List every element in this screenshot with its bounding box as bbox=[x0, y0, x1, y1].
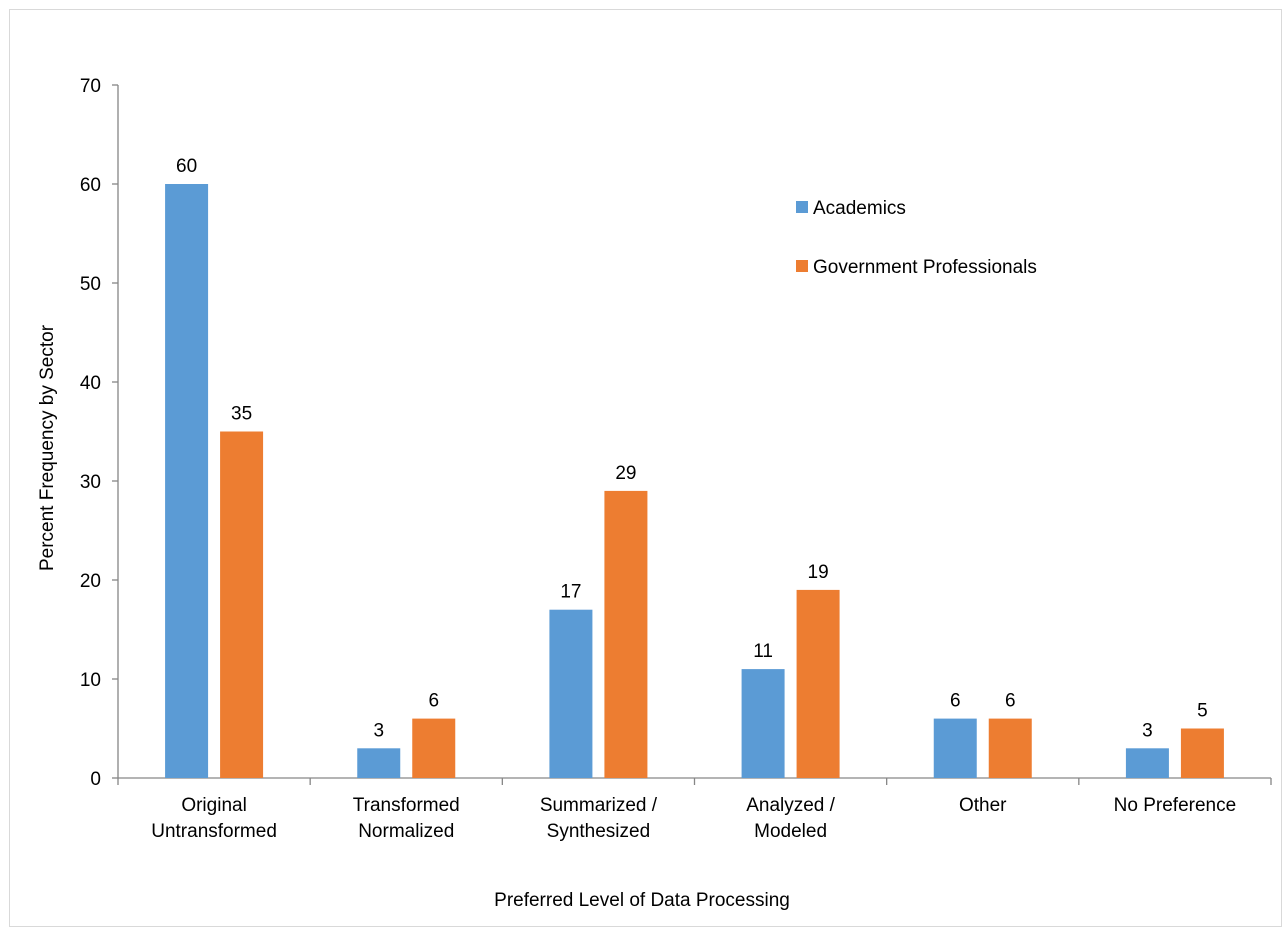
x-category-label-line: Analyzed / bbox=[746, 795, 835, 816]
data-label: 17 bbox=[560, 582, 581, 603]
data-label: 3 bbox=[373, 720, 384, 741]
y-tick-label: 40 bbox=[80, 373, 101, 394]
x-category-label-line: Synthesized bbox=[547, 821, 651, 842]
legend: Academics Government Professionals bbox=[796, 198, 1037, 278]
data-label: 6 bbox=[1005, 691, 1016, 712]
y-tick-label: 70 bbox=[80, 76, 101, 97]
bar bbox=[549, 609, 593, 778]
legend-swatch bbox=[796, 260, 808, 272]
x-axis: Original Untransformed Transformed Normaliz… bbox=[117, 777, 1272, 842]
x-category-label-line: Summarized / bbox=[540, 795, 658, 816]
y-tick-label: 0 bbox=[90, 769, 101, 790]
x-category-label-line: Other bbox=[959, 795, 1007, 816]
data-label: 6 bbox=[428, 691, 439, 712]
x-category-label-line: Untransformed bbox=[151, 821, 277, 842]
legend-label: Academics bbox=[813, 198, 906, 219]
bar bbox=[357, 748, 401, 778]
data-label: 3 bbox=[1142, 720, 1153, 741]
bar bbox=[933, 718, 977, 778]
bar bbox=[165, 184, 209, 778]
x-category-label: Transformed Normalized bbox=[353, 795, 460, 842]
bars bbox=[165, 184, 1224, 778]
y-tick-label: 60 bbox=[80, 175, 101, 196]
data-label: 19 bbox=[808, 562, 829, 583]
x-category-label-line: Original bbox=[181, 795, 246, 816]
x-category-label-line: Normalized bbox=[358, 821, 454, 842]
x-category-label-line: Transformed bbox=[353, 795, 460, 816]
bar bbox=[412, 718, 456, 778]
bar bbox=[741, 669, 785, 778]
bar bbox=[604, 490, 648, 778]
x-category-label: Other bbox=[959, 795, 1007, 816]
y-tick-label: 50 bbox=[80, 274, 101, 295]
x-category-label-line: Modeled bbox=[754, 821, 827, 842]
data-label: 5 bbox=[1197, 701, 1208, 722]
y-tick-label: 20 bbox=[80, 571, 101, 592]
x-category-label-line: No Preference bbox=[1114, 795, 1237, 816]
y-axis: 0 10 20 30 40 50 60 70 bbox=[80, 76, 119, 790]
x-category-label: Analyzed / Modeled bbox=[746, 795, 835, 842]
data-label: 6 bbox=[950, 691, 961, 712]
bar bbox=[1125, 748, 1169, 778]
x-category-label: Original Untransformed bbox=[151, 795, 277, 842]
bar bbox=[796, 589, 840, 778]
data-label: 11 bbox=[753, 641, 773, 662]
bar bbox=[1180, 728, 1224, 778]
x-category-label: No Preference bbox=[1114, 795, 1237, 816]
bar bbox=[220, 431, 264, 778]
bar bbox=[988, 718, 1032, 778]
legend-swatch bbox=[796, 201, 808, 213]
legend-label: Government Professionals bbox=[813, 257, 1037, 278]
y-tick-label: 30 bbox=[80, 472, 101, 493]
data-label: 35 bbox=[231, 404, 252, 425]
y-tick-label: 10 bbox=[80, 670, 101, 691]
x-axis-title: Preferred Level of Data Processing bbox=[494, 890, 790, 911]
x-category-label: Summarized / Synthesized bbox=[540, 795, 658, 842]
data-label: 60 bbox=[176, 156, 197, 177]
data-label: 29 bbox=[615, 463, 636, 484]
y-axis-title: Percent Frequency by Sector bbox=[37, 324, 58, 571]
